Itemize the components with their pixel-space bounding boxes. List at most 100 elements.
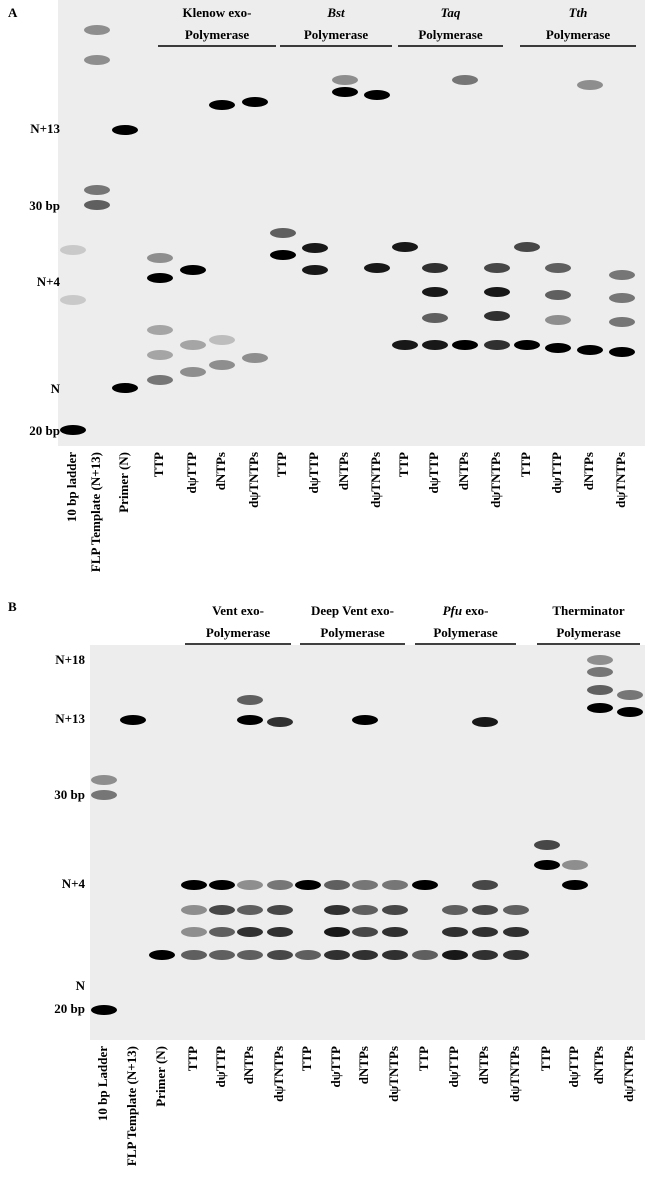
lane-label: dψTTP bbox=[213, 1046, 228, 1088]
band bbox=[503, 927, 529, 937]
group-title-main: Deep Vent exo- bbox=[311, 603, 394, 618]
group-title: Taq bbox=[441, 5, 461, 20]
band bbox=[237, 905, 263, 915]
band bbox=[209, 950, 235, 960]
lane-label: dNTPs bbox=[336, 452, 351, 490]
band bbox=[209, 360, 235, 370]
band bbox=[302, 265, 328, 275]
band bbox=[181, 950, 207, 960]
size-label: 30 bp bbox=[54, 787, 85, 802]
band bbox=[295, 950, 321, 960]
band bbox=[503, 950, 529, 960]
group-subtitle: Polymerase bbox=[206, 625, 270, 640]
group-title-main: Tth bbox=[569, 5, 588, 20]
band bbox=[180, 367, 206, 377]
group-subtitle: Polymerase bbox=[546, 27, 610, 42]
group-subtitle: Polymerase bbox=[304, 27, 368, 42]
size-label: N+13 bbox=[55, 711, 85, 726]
band bbox=[267, 950, 293, 960]
band bbox=[472, 927, 498, 937]
lane-label: dNTPs bbox=[581, 452, 596, 490]
band bbox=[91, 1005, 117, 1015]
band bbox=[484, 311, 510, 321]
band bbox=[267, 905, 293, 915]
lane-label: TTP bbox=[274, 452, 289, 477]
group-title-main: Klenow exo- bbox=[183, 5, 252, 20]
band bbox=[472, 905, 498, 915]
lane-label: dNTPs bbox=[213, 452, 228, 490]
band bbox=[237, 950, 263, 960]
band bbox=[577, 345, 603, 355]
band bbox=[382, 950, 408, 960]
lane-label: dψTNTPs bbox=[613, 452, 628, 508]
band bbox=[562, 860, 588, 870]
size-label: N+4 bbox=[62, 876, 86, 891]
lane-label: FLP Template (N+13) bbox=[88, 452, 103, 572]
band bbox=[484, 263, 510, 273]
lane-label: dψTTP bbox=[566, 1046, 581, 1088]
band bbox=[84, 55, 110, 65]
band bbox=[267, 927, 293, 937]
group-title-suffix: exo- bbox=[462, 603, 488, 618]
band bbox=[324, 880, 350, 890]
band bbox=[112, 125, 138, 135]
group-subtitle: Polymerase bbox=[418, 27, 482, 42]
size-label: N bbox=[51, 381, 61, 396]
band bbox=[587, 655, 613, 665]
group-title-main: Therminator bbox=[552, 603, 624, 618]
group-title-main: Taq bbox=[441, 5, 461, 20]
band bbox=[267, 717, 293, 727]
lane-label: 10 bp Ladder bbox=[95, 1046, 110, 1121]
group-subtitle: Polymerase bbox=[185, 27, 249, 42]
band bbox=[545, 343, 571, 353]
lane-label: TTP bbox=[299, 1046, 314, 1071]
lane-label: dNTPs bbox=[456, 452, 471, 490]
band bbox=[332, 87, 358, 97]
band bbox=[237, 880, 263, 890]
panel-label: A bbox=[8, 5, 18, 20]
band bbox=[352, 715, 378, 725]
lane-label: dψTNTPs bbox=[386, 1046, 401, 1102]
band bbox=[84, 25, 110, 35]
band bbox=[422, 340, 448, 350]
band bbox=[112, 383, 138, 393]
band bbox=[180, 340, 206, 350]
band bbox=[147, 375, 173, 385]
band bbox=[514, 242, 540, 252]
band bbox=[514, 340, 540, 350]
lane-label: TTP bbox=[416, 1046, 431, 1071]
band bbox=[392, 242, 418, 252]
group-title-main: Pfu bbox=[443, 603, 463, 618]
band bbox=[422, 313, 448, 323]
band bbox=[545, 263, 571, 273]
band bbox=[120, 715, 146, 725]
group-title: Vent exo- bbox=[212, 603, 264, 618]
band bbox=[503, 905, 529, 915]
lane-label: dψTTP bbox=[184, 452, 199, 494]
group-subtitle: Polymerase bbox=[556, 625, 620, 640]
lane-label: TTP bbox=[151, 452, 166, 477]
band bbox=[91, 790, 117, 800]
lane-label: dψTNTPs bbox=[246, 452, 261, 508]
band bbox=[209, 335, 235, 345]
lane-label: dNTPs bbox=[476, 1046, 491, 1084]
band bbox=[534, 860, 560, 870]
group-title: Tth bbox=[569, 5, 588, 20]
size-label: N bbox=[76, 978, 86, 993]
band bbox=[147, 253, 173, 263]
band bbox=[60, 295, 86, 305]
group-title-main: Vent exo- bbox=[212, 603, 264, 618]
group-title: Deep Vent exo- bbox=[311, 603, 394, 618]
band bbox=[147, 325, 173, 335]
lane-label: Primer (N) bbox=[116, 452, 131, 513]
band bbox=[382, 880, 408, 890]
lane-label: dψTNTPs bbox=[488, 452, 503, 508]
band bbox=[392, 340, 418, 350]
band bbox=[270, 228, 296, 238]
lane-label: dψTTP bbox=[426, 452, 441, 494]
band bbox=[147, 273, 173, 283]
lane-label: dψTTP bbox=[446, 1046, 461, 1088]
band bbox=[452, 75, 478, 85]
band bbox=[534, 840, 560, 850]
